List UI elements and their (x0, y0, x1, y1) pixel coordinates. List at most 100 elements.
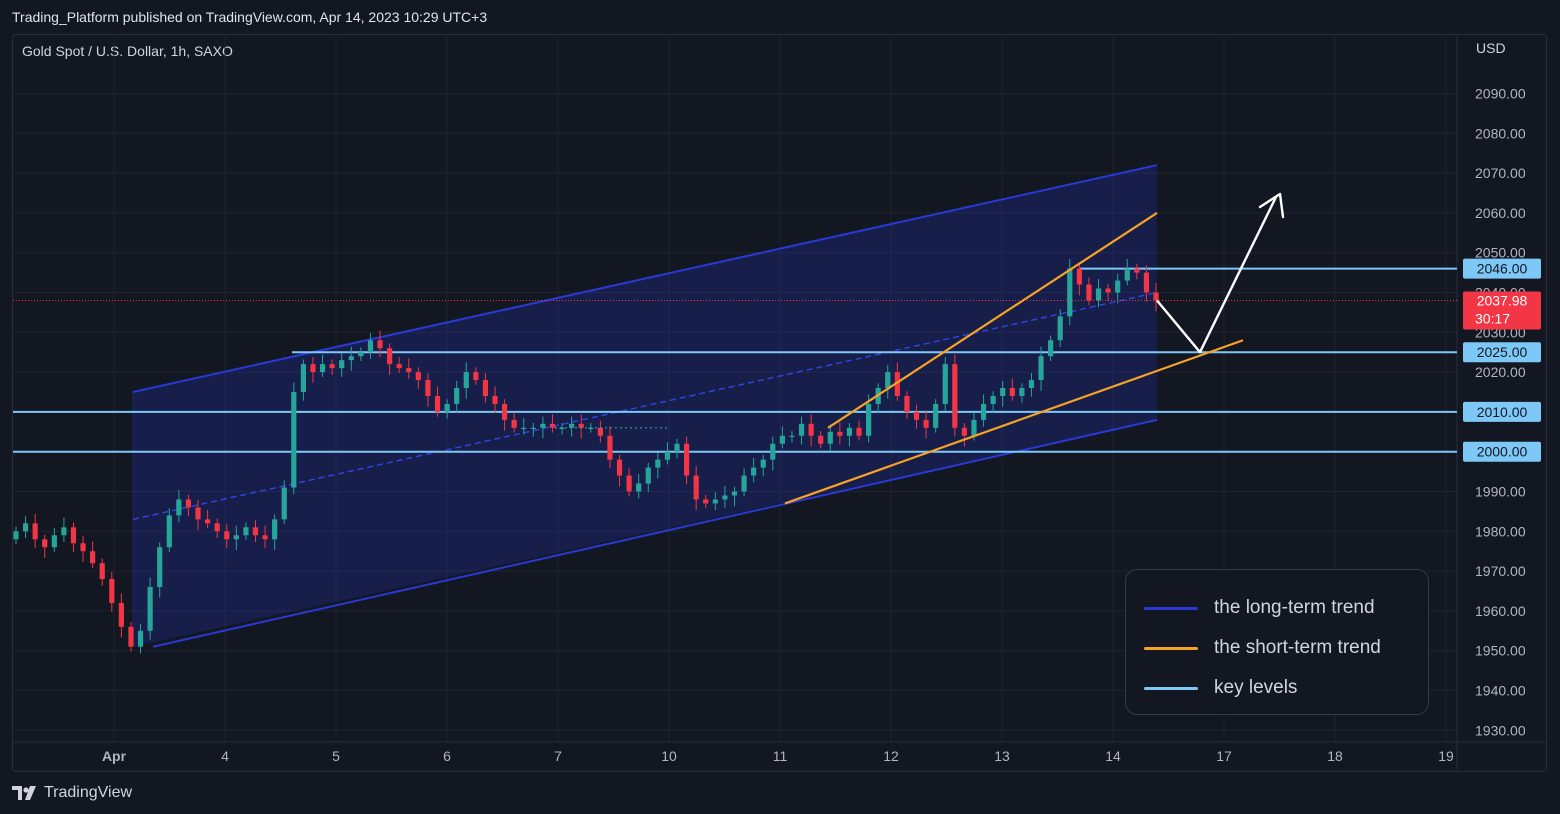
candle (1124, 259, 1130, 286)
candle-body (482, 380, 489, 396)
candle (396, 356, 402, 373)
candle (1153, 282, 1159, 312)
candle-body (636, 483, 642, 492)
current-price-badge: 2037.98 30:17 (1463, 291, 1541, 330)
candle-body (885, 372, 891, 389)
candle (655, 452, 661, 479)
candle (779, 426, 785, 449)
candle-body (894, 372, 900, 396)
current-price-badge-bg (1463, 291, 1541, 330)
candle-body (1028, 380, 1035, 389)
candle-body (501, 403, 508, 420)
candle-body (1124, 268, 1130, 281)
key-level-badge-bg (1463, 342, 1541, 363)
candle (808, 414, 814, 447)
candle (463, 362, 469, 399)
candle-body (942, 364, 948, 404)
candle (818, 431, 824, 449)
time-tick-label: 19 (1438, 748, 1454, 764)
candle (204, 509, 211, 529)
candle (406, 358, 412, 379)
candle-body (367, 340, 374, 353)
price-tick-label: 2080.00 (1475, 125, 1526, 141)
candle-body (712, 499, 718, 504)
candle (358, 347, 364, 361)
tradingview-logo-icon (12, 786, 36, 800)
candle-body (415, 372, 421, 381)
candle-body (377, 340, 383, 349)
candle (319, 354, 326, 377)
price-tick-label: 1930.00 (1475, 722, 1526, 738)
candle (990, 391, 996, 413)
candle-body (396, 364, 402, 369)
candle (980, 394, 987, 427)
candle-body (866, 403, 872, 436)
candle (157, 542, 163, 598)
candle (195, 500, 201, 531)
legend-label-key-levels: key levels (1214, 677, 1298, 698)
candle-body (281, 487, 287, 520)
candle-body (827, 431, 833, 444)
candle-body (262, 535, 268, 540)
footer-brand[interactable]: TradingView (12, 784, 132, 802)
wedge-upper-line (827, 211, 1158, 429)
candle (243, 522, 249, 541)
candle-body (798, 423, 805, 436)
candle (770, 436, 776, 471)
candle (952, 354, 958, 437)
candle-body (243, 527, 249, 536)
candle (1038, 346, 1044, 391)
candle (262, 525, 268, 549)
legend-label-short-term: the short-term trend (1214, 637, 1381, 658)
candle-body (406, 368, 412, 373)
legend-item-short-term: the short-term trend (1144, 628, 1410, 668)
price-tick-label: 2060.00 (1475, 205, 1526, 221)
candle (90, 541, 96, 568)
candle-body (837, 431, 843, 436)
candle (501, 399, 508, 431)
candle (291, 382, 297, 495)
time-tick-label: 4 (221, 748, 229, 764)
trend-legend: the long-term trend the short-term trend… (1125, 569, 1429, 715)
candle (693, 466, 699, 511)
time-tick-label: 14 (1105, 748, 1121, 764)
candle (731, 486, 738, 507)
projection-arrowhead-icon (1258, 192, 1285, 219)
candle (185, 494, 192, 517)
key-level-badge-bg (1463, 441, 1541, 462)
candle (425, 372, 431, 407)
candle (80, 536, 86, 562)
candle (933, 399, 939, 433)
candle-body (300, 364, 306, 392)
candle-body (741, 475, 747, 492)
candle-body (990, 395, 996, 404)
candle (99, 558, 105, 586)
candle (597, 420, 603, 443)
candle (1019, 383, 1025, 403)
price-tick-label: 1950.00 (1475, 643, 1526, 659)
candle-body (358, 352, 364, 357)
candle (664, 442, 671, 465)
time-axis: Apr 4 5 6 7 10 11 12 13 14 17 18 19 (102, 748, 1454, 764)
candle-body (1057, 316, 1063, 341)
key-level-badge-bg (1463, 401, 1541, 422)
candle-body (1038, 356, 1044, 381)
candle (942, 356, 948, 411)
time-tick-label: 17 (1216, 748, 1232, 764)
candle (913, 404, 920, 429)
candle-body (1067, 268, 1073, 317)
candle (473, 367, 479, 385)
candle (722, 485, 728, 509)
candle-body (818, 435, 824, 444)
key-level-badge-label: 2046.00 (1477, 261, 1528, 277)
candle (42, 534, 48, 558)
publish-header: Trading_Platform published on TradingVie… (12, 9, 488, 25)
candle-body (1086, 284, 1092, 301)
candle-body (80, 543, 86, 552)
legend-label-long-term: the long-term trend (1214, 597, 1375, 618)
candle (310, 356, 316, 383)
candle (22, 516, 29, 539)
legend-item-key-levels: key levels (1144, 668, 1410, 708)
candle (176, 489, 182, 523)
